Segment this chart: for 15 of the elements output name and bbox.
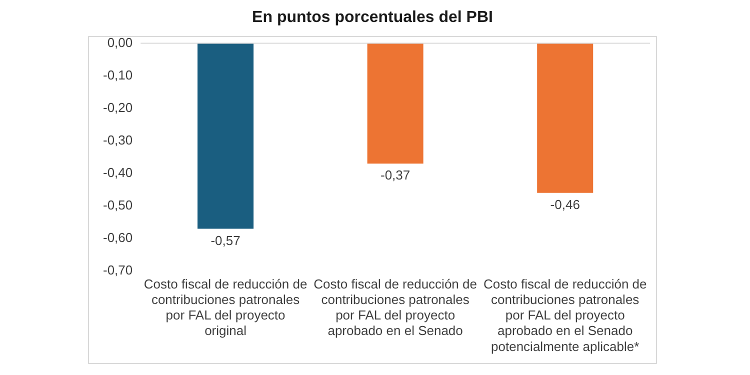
x-tick-label: Costo fiscal de reducción de contribuciones patronales por FAL del proyecto aprobado en el Senado [314,276,477,338]
data-label: -0,46 [550,196,580,212]
y-tick-label: -0,10 [102,67,133,82]
y-tick-label: -0,20 [102,100,133,115]
data-label: -0,57 [210,232,240,248]
y-tick-label: -0,60 [102,230,133,246]
y-tick-label: -0,40 [102,164,133,180]
x-tick-label: Costo fiscal de reducción de contribuciones patronales por FAL del proyecto original [144,276,308,338]
y-tick-label: 0,00 [107,34,133,50]
x-tick-label: Costo fiscal de reducción de contribuciones patronales por FAL del proyecto aprobado en el Senado potencialmente aplicable* [483,276,647,354]
y-tick-label: -0,30 [102,132,133,148]
chart-title: En puntos porcentuales del PBI [252,9,493,26]
y-tick-label: -0,70 [102,262,133,278]
y-tick-label: -0,50 [102,197,133,212]
data-label: -0,37 [380,168,410,183]
